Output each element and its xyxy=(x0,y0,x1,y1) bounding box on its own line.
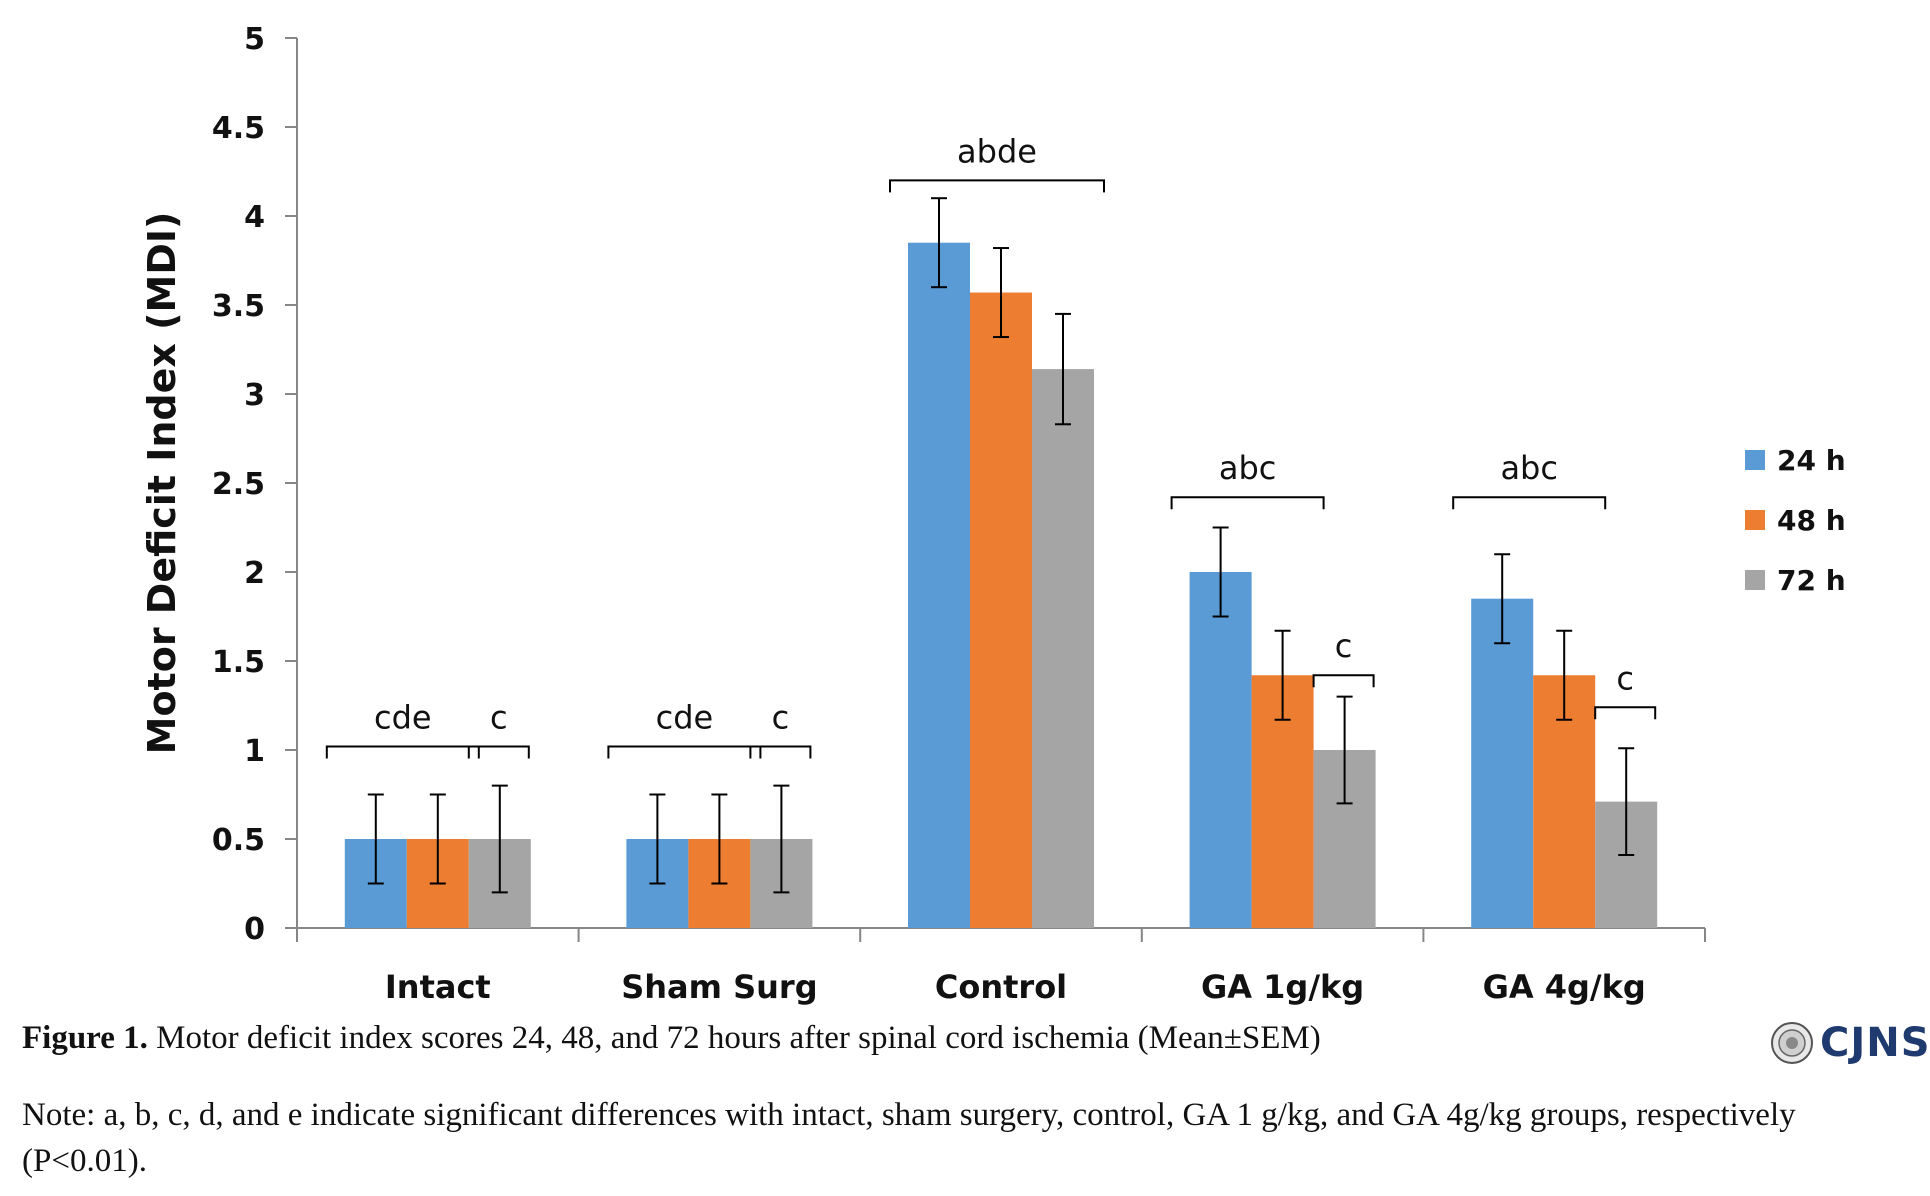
significance-label: cde xyxy=(656,698,714,736)
y-tick-label: 5 xyxy=(244,22,265,57)
caption-label: Figure 1. xyxy=(22,1020,148,1056)
x-category-label: GA 1g/kg xyxy=(1201,968,1364,1006)
x-category-label: Sham Surg xyxy=(621,968,817,1006)
legend-label: 48 h xyxy=(1777,504,1846,537)
y-tick-label: 1.5 xyxy=(212,645,265,680)
significance-label: c xyxy=(1616,659,1634,697)
legend-swatch xyxy=(1745,570,1765,590)
bar xyxy=(908,242,970,928)
error-bars xyxy=(367,197,1635,894)
y-tick-label: 3 xyxy=(244,378,265,413)
axes: 0 0.5 1 1.5 2 2.5 3 3.5 4 4.5 5 Intact Sham Surg Cont… xyxy=(140,22,1706,1006)
significance-bracket xyxy=(889,179,1105,193)
significance-bracket xyxy=(1452,496,1607,510)
significance-bracket xyxy=(467,745,530,759)
bar-chart: 0 0.5 1 1.5 2 2.5 3 3.5 4 4.5 5 Intact Sham Surg Cont… xyxy=(140,22,1846,1006)
significance-bracket xyxy=(607,745,762,759)
legend-swatch xyxy=(1745,450,1765,470)
y-axis-label: Motor Deficit Index (MDI) xyxy=(140,212,184,755)
legend-label: 72 h xyxy=(1777,564,1846,597)
figure-caption: Figure 1. Motor deficit index scores 24,… xyxy=(22,1020,1722,1057)
y-tick-label: 1 xyxy=(244,734,265,769)
significance-bracket xyxy=(325,745,480,759)
y-tick-label: 4.5 xyxy=(212,111,265,146)
significance-label: cde xyxy=(374,698,432,736)
legend-swatch xyxy=(1745,510,1765,530)
significance-bracket xyxy=(1312,674,1375,688)
logo-text: CJNS xyxy=(1820,1020,1930,1066)
significance-label: abc xyxy=(1219,449,1277,487)
significance-label: abde xyxy=(957,132,1037,170)
x-category-label: Control xyxy=(935,968,1067,1006)
bars xyxy=(344,242,1658,929)
figure-note: Note: a, b, c, d, and e indicate signifi… xyxy=(22,1097,1796,1179)
x-category-label: Intact xyxy=(385,968,491,1006)
y-tick-label: 0.5 xyxy=(212,823,265,858)
caption-text: Motor deficit index scores 24, 48, and 7… xyxy=(147,1020,1321,1056)
y-tick-label: 2 xyxy=(244,556,265,591)
y-tick-label: 3.5 xyxy=(212,289,265,324)
significance-bracket xyxy=(749,745,812,759)
legend-label: 24 h xyxy=(1777,444,1846,477)
significance-bracket xyxy=(1170,496,1325,510)
x-category-label: GA 4g/kg xyxy=(1483,968,1646,1006)
bar xyxy=(1189,572,1252,928)
significance-bracket xyxy=(1594,706,1657,720)
bar xyxy=(1471,598,1534,928)
legend: 24 h 48 h 72 h xyxy=(1745,444,1846,597)
y-tick-label: 0 xyxy=(244,912,265,947)
bar xyxy=(970,292,1032,928)
significance-label: c xyxy=(1335,627,1353,665)
y-tick-label: 2.5 xyxy=(212,467,265,502)
seal-icon xyxy=(1771,1022,1813,1064)
journal-logo: CJNS xyxy=(1770,1018,1930,1068)
bar xyxy=(1032,369,1094,929)
significance-label: c xyxy=(490,698,508,736)
significance-label: c xyxy=(772,698,790,736)
significance-label: abc xyxy=(1500,449,1558,487)
y-tick-label: 4 xyxy=(244,200,265,235)
significance-annotations: cde c cde c abde abc c abc c xyxy=(325,132,1657,759)
